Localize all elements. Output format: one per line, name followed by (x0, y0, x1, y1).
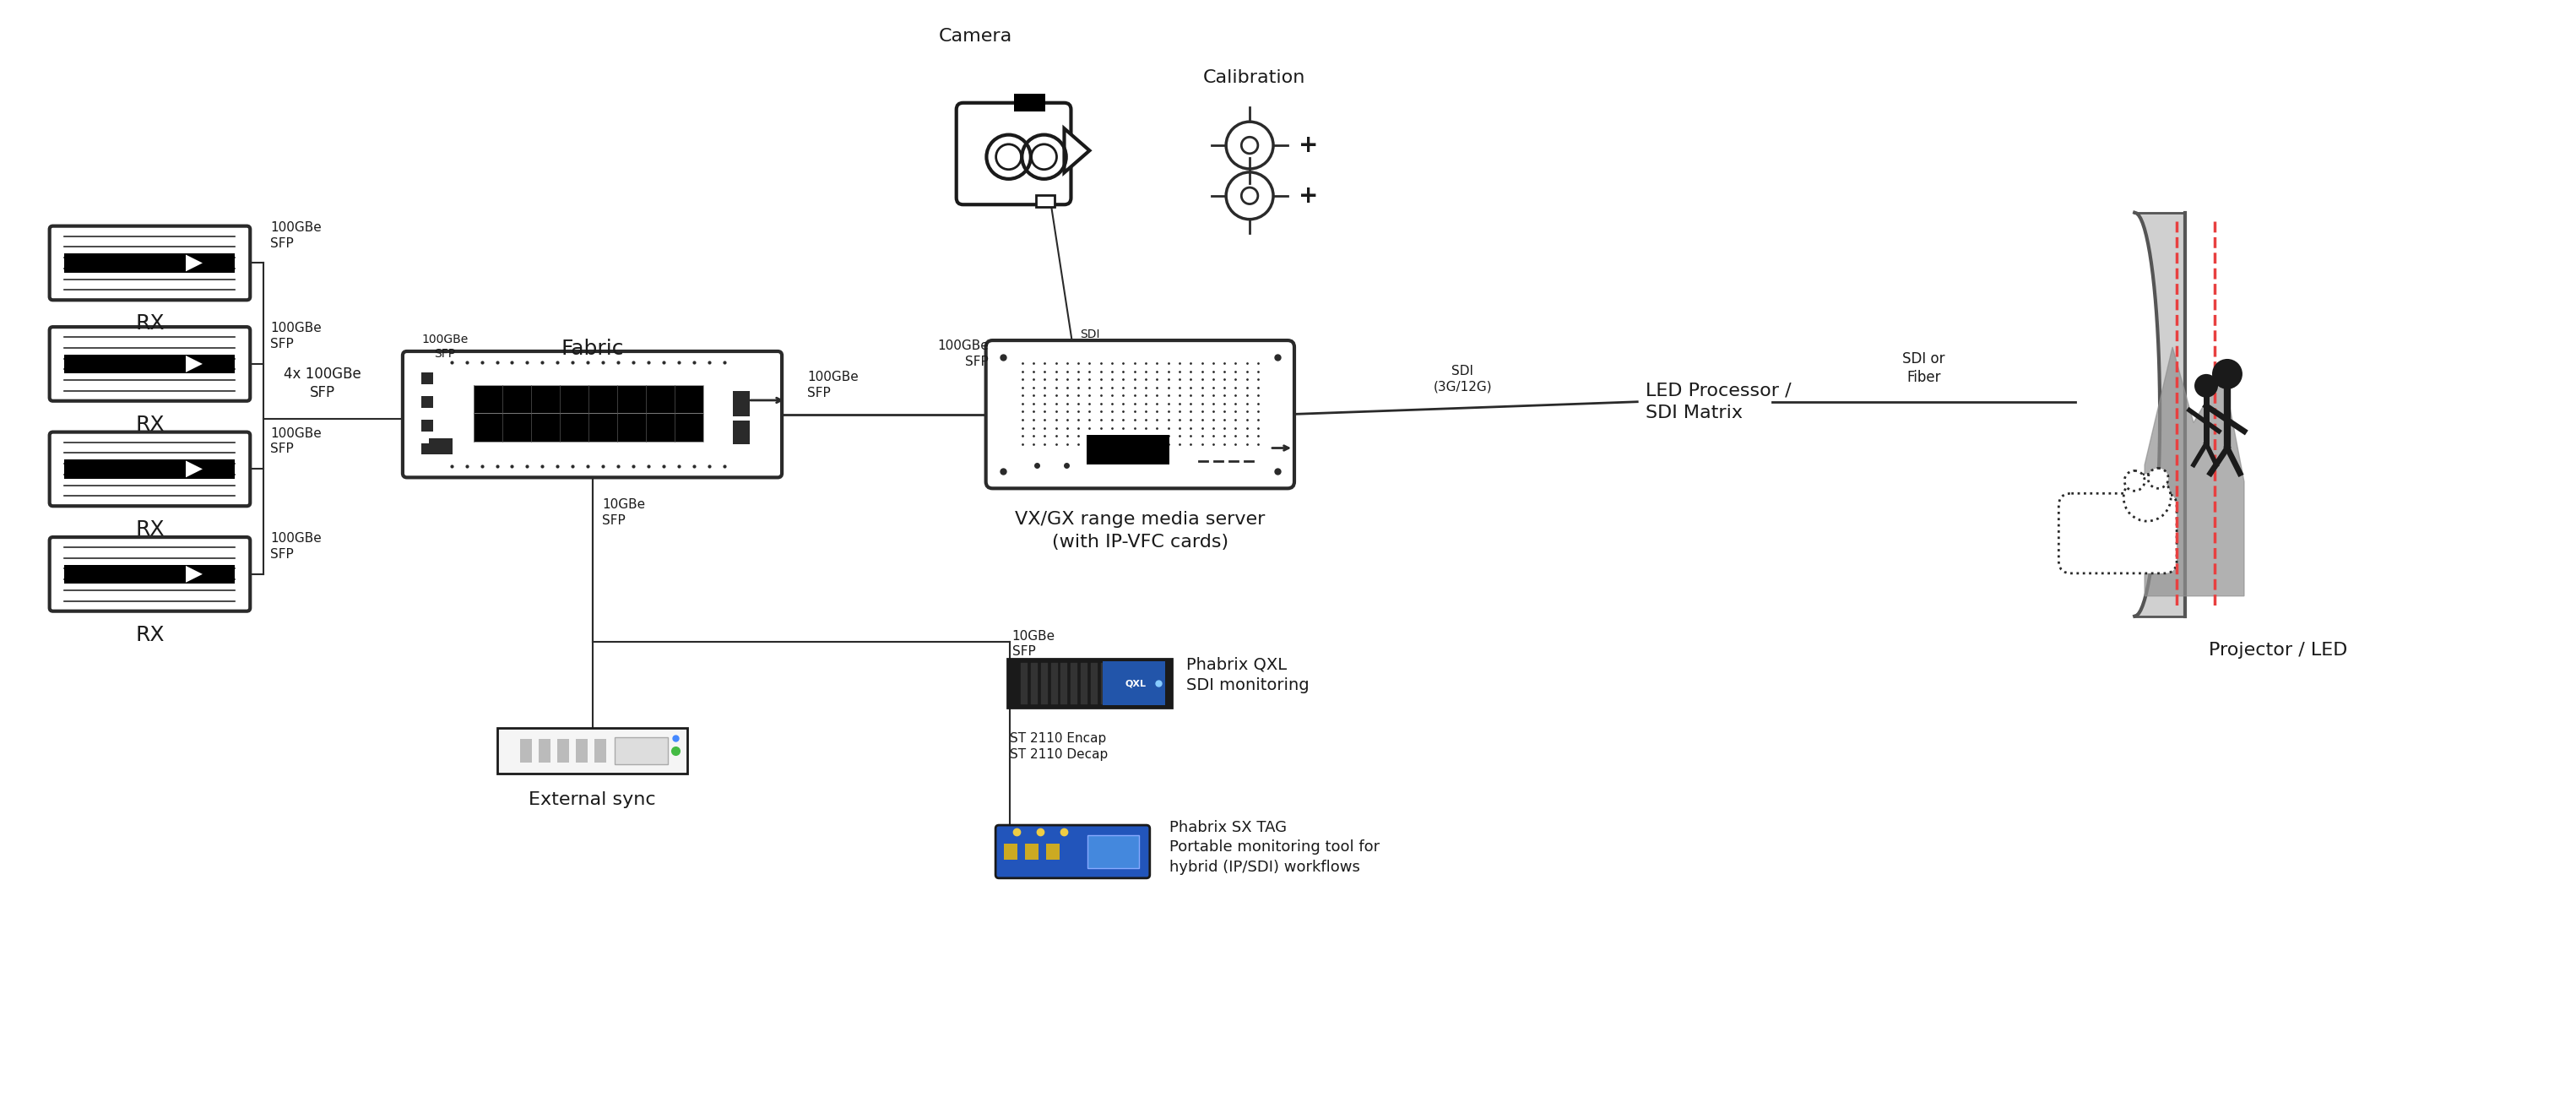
Text: +: + (1298, 184, 1319, 207)
Text: RX: RX (137, 624, 165, 645)
Polygon shape (1064, 128, 1090, 172)
Bar (1036, 194, 1054, 207)
Text: Camera: Camera (938, 27, 1012, 44)
Bar (734, 420, 750, 444)
Polygon shape (2136, 213, 2184, 617)
Bar (577, 739, 587, 762)
Bar (474, 414, 703, 442)
Text: Projector / LED: Projector / LED (2208, 642, 2347, 658)
Text: 100GBe
SFP: 100GBe SFP (270, 532, 322, 561)
Bar (422, 396, 433, 408)
Bar (430, 438, 453, 455)
Bar (1046, 844, 1059, 860)
FancyBboxPatch shape (994, 825, 1149, 878)
FancyBboxPatch shape (402, 351, 783, 477)
FancyBboxPatch shape (49, 432, 250, 506)
Bar (422, 372, 433, 384)
Text: RX: RX (137, 314, 165, 333)
Bar (595, 739, 605, 762)
Text: Phabrix SX TAG
Portable monitoring tool for
hybrid (IP/SDI) workflows: Phabrix SX TAG Portable monitoring tool … (1170, 819, 1381, 875)
FancyBboxPatch shape (1007, 659, 1172, 708)
Text: RX: RX (137, 415, 165, 434)
Text: 100GBe
SFP: 100GBe SFP (270, 427, 322, 455)
Bar (556, 739, 569, 762)
Text: LED Processor /
SDI Matrix: LED Processor / SDI Matrix (1646, 382, 1790, 421)
Text: SDI
(3G/12G): SDI (3G/12G) (1432, 365, 1492, 394)
Bar (538, 739, 551, 762)
Text: 10GBe
SFP: 10GBe SFP (603, 498, 647, 527)
Bar (520, 739, 533, 762)
Bar (1087, 434, 1170, 464)
Text: +: + (1298, 134, 1319, 157)
Bar (422, 443, 433, 455)
Text: VX/GX range media server
(with IP-VFC cards): VX/GX range media server (with IP-VFC ca… (1015, 511, 1265, 551)
Text: External sync: External sync (528, 791, 657, 808)
Bar (64, 460, 234, 478)
Bar (734, 391, 750, 416)
Text: ST 2110 Encap
ST 2110 Decap: ST 2110 Encap ST 2110 Decap (1010, 732, 1108, 760)
FancyBboxPatch shape (497, 727, 688, 773)
Bar (422, 419, 433, 431)
Text: 4x 100GBe
SFP: 4x 100GBe SFP (283, 366, 361, 400)
FancyBboxPatch shape (2058, 494, 2177, 574)
Bar (64, 253, 234, 272)
Text: SDI or
Fiber: SDI or Fiber (1904, 351, 1945, 385)
FancyBboxPatch shape (49, 226, 250, 299)
Text: RX: RX (137, 520, 165, 540)
Bar (1025, 844, 1038, 860)
Circle shape (2213, 359, 2244, 389)
FancyBboxPatch shape (956, 103, 1072, 204)
Circle shape (2195, 374, 2218, 397)
Circle shape (2125, 471, 2146, 490)
Bar (1005, 844, 1018, 860)
FancyBboxPatch shape (49, 538, 250, 611)
Bar (64, 565, 234, 584)
Text: 100GBe
SFP: 100GBe SFP (938, 340, 989, 369)
Bar (1087, 836, 1139, 868)
Bar (64, 354, 234, 373)
Text: SDI: SDI (1079, 329, 1100, 340)
Bar (1103, 661, 1164, 705)
Text: 100GBe
SFP: 100GBe SFP (270, 222, 322, 249)
Text: 100GBe
SFP: 100GBe SFP (422, 333, 469, 360)
Text: 10GBe
SFP: 10GBe SFP (1012, 630, 1056, 658)
Text: QXL: QXL (1126, 679, 1146, 688)
Text: Fabric: Fabric (562, 339, 623, 359)
Polygon shape (185, 566, 204, 583)
Circle shape (2123, 474, 2172, 521)
Bar (1015, 93, 1046, 112)
FancyBboxPatch shape (49, 327, 250, 400)
Bar (474, 385, 703, 414)
Polygon shape (185, 355, 204, 372)
Polygon shape (2146, 347, 2244, 596)
Text: Phabrix QXL
SDI monitoring: Phabrix QXL SDI monitoring (1188, 656, 1309, 693)
Text: Calibration: Calibration (1203, 69, 1306, 87)
Text: 100GBe
SFP: 100GBe SFP (806, 371, 858, 399)
Text: 100GBe
SFP: 100GBe SFP (270, 323, 322, 350)
Bar (616, 737, 667, 765)
FancyBboxPatch shape (987, 340, 1293, 488)
Polygon shape (185, 255, 204, 271)
Circle shape (2148, 468, 2169, 488)
Polygon shape (185, 461, 204, 477)
